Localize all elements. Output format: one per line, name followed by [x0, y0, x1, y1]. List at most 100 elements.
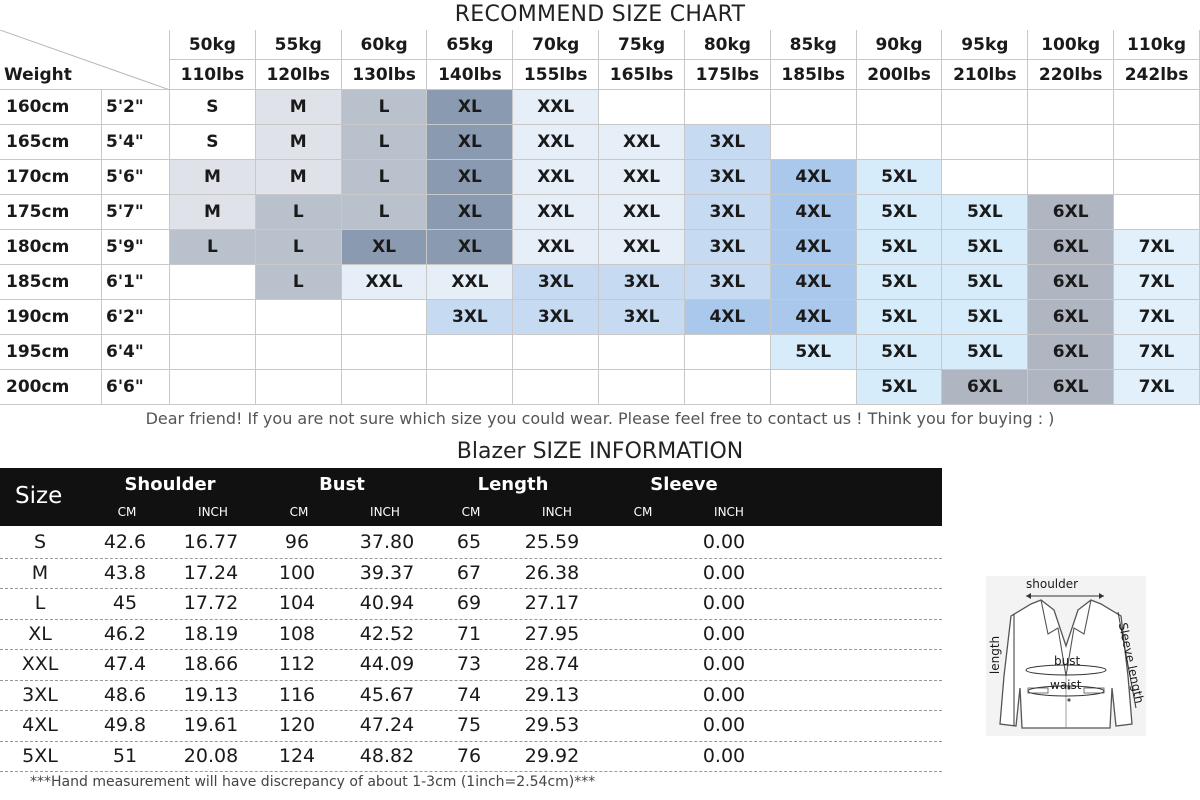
- height-cm-label: 165cm: [0, 125, 102, 160]
- bust-in-value: 42.52: [359, 622, 415, 645]
- size-cell: 7XL: [1114, 265, 1200, 300]
- size-cell: 3XL: [513, 265, 600, 300]
- bust-cm-value: 124: [278, 744, 316, 767]
- bust-cm-value: 112: [278, 653, 316, 675]
- height-cm-label: 175cm: [0, 195, 102, 230]
- size-cell: XXL: [341, 265, 428, 300]
- size-label: 4XL: [22, 714, 58, 736]
- height-cm-label: 195cm: [0, 335, 102, 370]
- bust-cm-value: 104: [278, 592, 316, 614]
- unit-cm: CM: [633, 505, 653, 519]
- bust-label: bust: [1054, 654, 1081, 668]
- bust-cm-value: 96: [284, 531, 310, 553]
- size-cell: 4XL: [770, 300, 857, 335]
- blazer-size-rows: S 42.6 16.77 96 37.80 65 25.59 0.00 M 43.8 17.24 10…: [0, 528, 942, 772]
- bust-in-value: 44.09: [359, 653, 415, 675]
- size-cell: L: [255, 195, 342, 230]
- sleeve-header: Sleeve: [650, 474, 718, 495]
- size-cell: XXL: [599, 195, 685, 230]
- table-row: M 43.8 17.24 100 39.37 67 26.38 0.00: [0, 559, 942, 589]
- size-cell: [1028, 160, 1115, 195]
- weight-lbs-header: 130lbs: [341, 60, 428, 90]
- size-cell: 5XL: [856, 265, 943, 300]
- size-cell: 6XL: [1028, 265, 1115, 300]
- shoulder-header: Shoulder: [124, 474, 216, 495]
- size-cell: L: [255, 265, 342, 300]
- size-cell: 5XL: [856, 300, 943, 335]
- shoulder-cm-value: 42.6: [103, 531, 147, 553]
- unit-inch: INCH: [198, 505, 228, 519]
- length-cm-value: 69: [456, 592, 482, 614]
- size-cell: 7XL: [1114, 370, 1200, 405]
- shoulder-label: shoulder: [1026, 577, 1079, 591]
- measurement-footnote: ***Hand measurement will have discrepanc…: [30, 774, 596, 790]
- weight-lbs-header: 120lbs: [255, 60, 342, 90]
- unit-inch: INCH: [370, 505, 400, 519]
- size-cell: 3XL: [684, 160, 771, 195]
- bust-in-value: 37.80: [359, 531, 415, 553]
- height-cm-label: 170cm: [0, 160, 102, 195]
- size-label: 3XL: [22, 683, 58, 706]
- shoulder-in-value: 18.66: [183, 653, 239, 675]
- size-cell: [513, 335, 600, 370]
- size-cell: 6XL: [1028, 335, 1115, 370]
- shoulder-in-value: 17.24: [183, 561, 239, 584]
- size-cell: XXL: [513, 125, 600, 160]
- weight-kg-header: 100kg: [1028, 30, 1115, 60]
- weight-lbs-header: 140lbs: [427, 60, 514, 90]
- length-in-value: 26.38: [524, 561, 580, 584]
- table-row: 5XL 51 20.08 124 48.82 76 29.92 0.00: [0, 742, 942, 772]
- height-ft-label: 5'4": [102, 125, 170, 160]
- weight-kg-header: 75kg: [599, 30, 685, 60]
- sleeve-in-value: 0.00: [702, 653, 746, 675]
- size-cell: [599, 370, 685, 405]
- size-cell: [599, 335, 685, 370]
- shoulder-in-value: 17.72: [183, 592, 239, 614]
- size-cell: 4XL: [770, 230, 857, 265]
- table-row: 3XL 48.6 19.13 116 45.67 74 29.13 0.00: [0, 681, 942, 711]
- weight-kg-header: 95kg: [942, 30, 1029, 60]
- shoulder-cm-value: 46.2: [103, 622, 147, 645]
- length-in-value: 27.95: [524, 622, 580, 645]
- height-ft-label: 6'6": [102, 370, 170, 405]
- size-cell: 3XL: [684, 195, 771, 230]
- shoulder-cm-value: 49.8: [103, 714, 147, 736]
- bust-in-value: 39.37: [359, 561, 415, 584]
- size-cell: [1114, 195, 1200, 230]
- size-cell: 4XL: [770, 195, 857, 230]
- size-cell: XXL: [513, 195, 600, 230]
- length-cm-value: 74: [456, 683, 482, 706]
- height-ft-label: 5'9": [102, 230, 170, 265]
- size-cell: XL: [427, 90, 514, 125]
- height-cm-label: 180cm: [0, 230, 102, 265]
- length-cm-value: 65: [456, 531, 482, 553]
- contact-note: Dear friend! If you are not sure which s…: [145, 409, 1055, 428]
- table-row: XXL 47.4 18.66 112 44.09 73 28.74 0.00: [0, 650, 942, 681]
- shoulder-cm-value: 43.8: [103, 561, 147, 584]
- size-cell: L: [341, 160, 428, 195]
- shoulder-cm-value: 47.4: [103, 653, 147, 675]
- size-cell: [513, 370, 600, 405]
- weight-lbs-header: 185lbs: [770, 60, 857, 90]
- size-cell: [599, 90, 685, 125]
- shoulder-cm-value: 51: [112, 744, 138, 767]
- sleeve-in-value: 0.00: [702, 683, 746, 706]
- size-cell: 6XL: [942, 370, 1029, 405]
- size-cell: [1114, 160, 1200, 195]
- size-cell: [942, 125, 1029, 160]
- weight-kg-header: 70kg: [513, 30, 600, 60]
- size-cell: 7XL: [1114, 300, 1200, 335]
- size-cell: 5XL: [856, 230, 943, 265]
- weight-lbs-header: 175lbs: [684, 60, 771, 90]
- weight-kg-header: 50kg: [170, 30, 256, 60]
- shoulder-in-value: 18.19: [183, 622, 239, 645]
- sleeve-in-value: 0.00: [702, 744, 746, 767]
- length-label: length: [988, 635, 1003, 675]
- size-cell: [684, 335, 771, 370]
- weight-lbs-header: 200lbs: [856, 60, 943, 90]
- size-cell: [770, 370, 857, 405]
- height-ft-label: 5'6": [102, 160, 170, 195]
- size-cell: L: [341, 90, 428, 125]
- blazer-table-header: Size Shoulder Bust Length Sleeve CM INCH…: [0, 468, 942, 526]
- bust-in-value: 47.24: [359, 714, 415, 736]
